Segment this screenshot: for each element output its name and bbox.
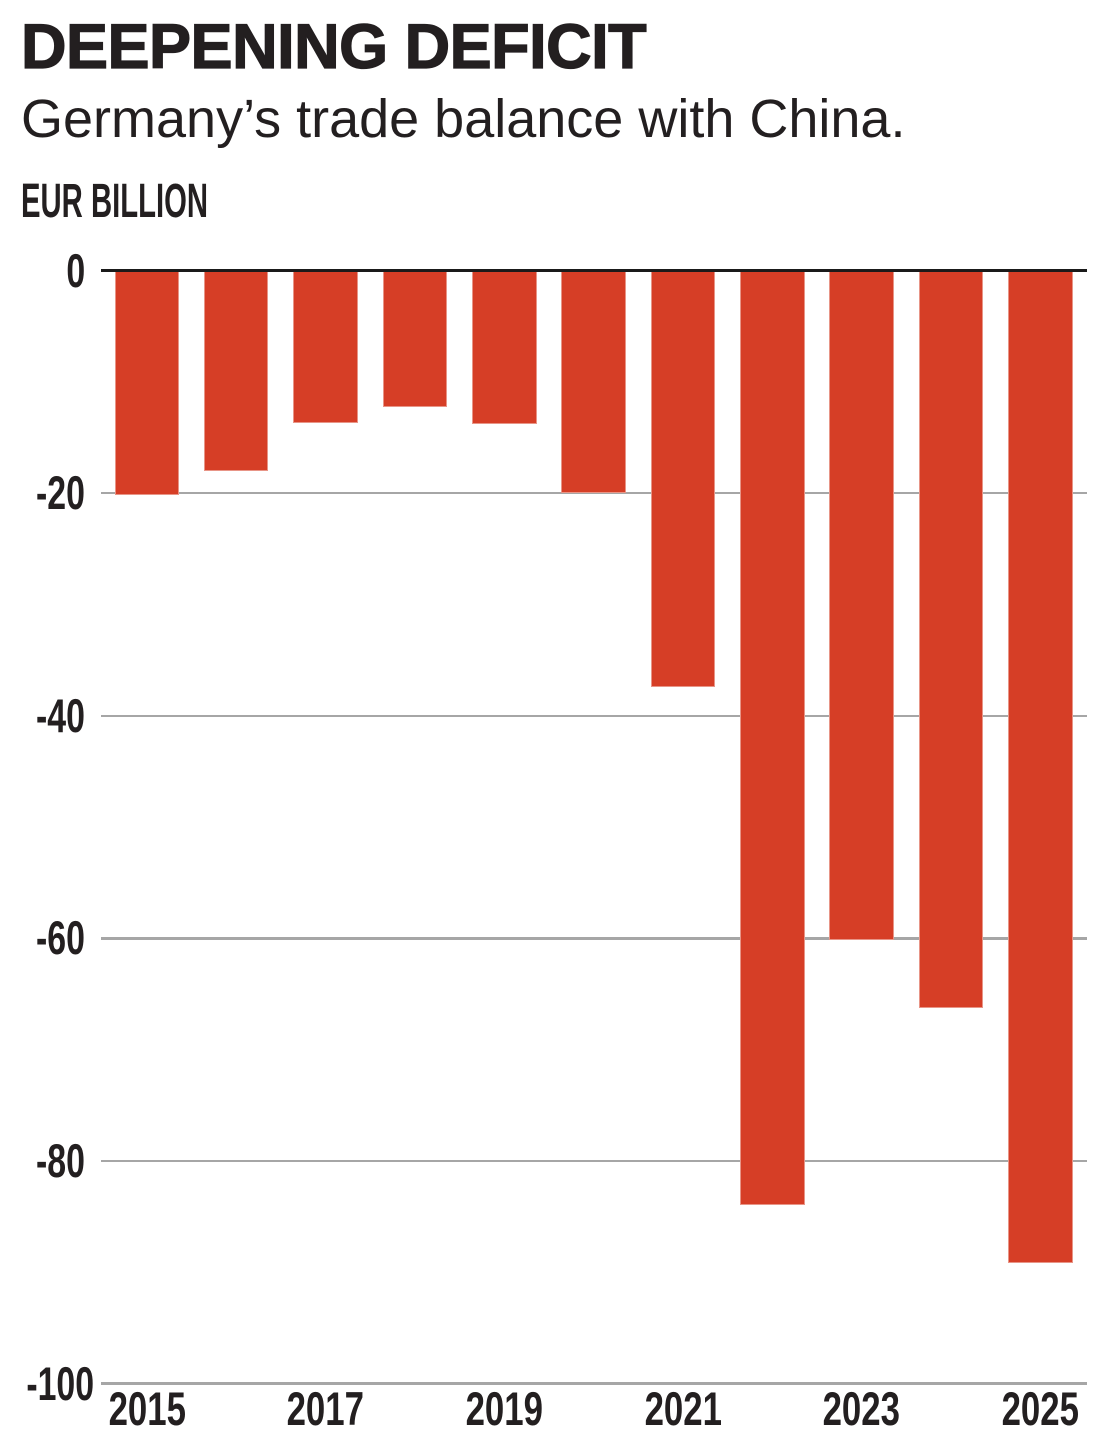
x-axis-tick-label-2017: 2017 [286,1382,365,1435]
bar-2021 [650,270,716,688]
gridline--100 [101,1382,1087,1385]
gridline--60 [101,937,1087,940]
gridline--80 [101,1159,1087,1163]
bar-2017 [293,270,358,423]
x-axis-tick-label-2015: 2015 [108,1382,186,1435]
chart-subtitle: Germany’s trade balance with China. [21,89,906,149]
y-axis-tick-label-0: 0 [66,243,85,297]
bar-2016 [203,270,269,472]
y-axis-tick-label--20: -20 [36,466,85,520]
gridline--40 [101,714,1087,718]
chart-title: DEEPENING DEFICIT [20,11,647,82]
zero-baseline [101,269,1087,272]
x-axis-tick-label-2021: 2021 [644,1382,722,1435]
x-axis-tick-label-2023: 2023 [823,1382,901,1435]
y-axis-unit-label: EUR BILLION [21,175,209,228]
bar-2019 [472,270,537,424]
bar-2022 [740,270,805,1206]
y-axis-tick-label--60: -60 [36,911,85,965]
x-axis-tick-label-2025: 2025 [1001,1382,1080,1435]
bar-2023 [829,270,894,941]
x-axis-tick-label-2019: 2019 [465,1382,543,1435]
y-axis-tick-label--100: -100 [26,1356,95,1410]
bar-2018 [382,270,448,407]
bar-2025 [1008,270,1073,1263]
bar-2024 [918,270,984,1009]
y-axis-tick-label--40: -40 [36,688,85,742]
bar-2020 [561,270,626,493]
y-axis-tick-label--80: -80 [36,1134,85,1188]
gridline--20 [101,491,1087,495]
bar-2015 [114,270,180,495]
